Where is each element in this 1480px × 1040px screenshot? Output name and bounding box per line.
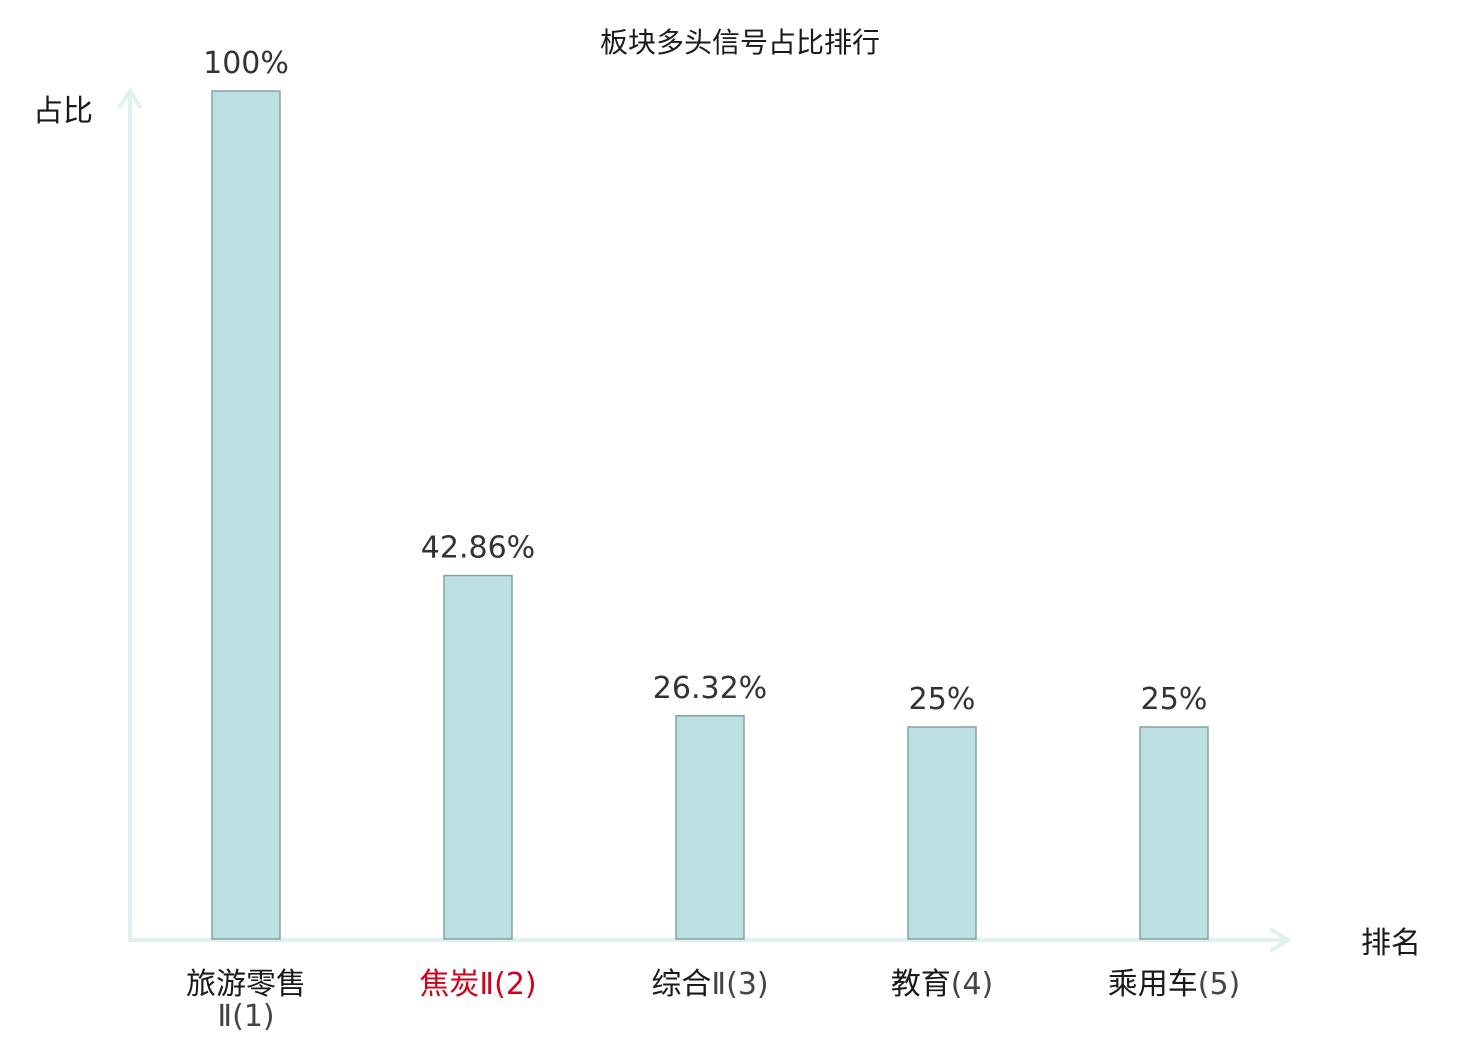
value-label-3: 26.32% [653, 671, 767, 706]
x-axis [128, 927, 1292, 953]
value-label-2: 42.86% [421, 531, 535, 566]
bar-5 [1139, 726, 1209, 940]
value-labels: 100% 42.86% 26.32% 25% 25% [203, 46, 1207, 717]
category-labels: 旅游零售 Ⅱ(1) 焦炭Ⅱ(2) 综合Ⅱ(3) 教育(4) 乘用车(5) [186, 967, 1240, 1034]
category-label-5: 乘用车(5) [1108, 967, 1241, 1002]
bar-1 [211, 90, 281, 940]
bar-3 [675, 715, 745, 940]
category-label-1: 旅游零售 Ⅱ(1) [186, 967, 306, 1034]
category-label-3: 综合Ⅱ(3) [651, 967, 768, 1002]
bar-4 [907, 726, 977, 940]
value-label-5: 25% [1141, 682, 1208, 717]
value-label-1: 100% [203, 46, 289, 81]
x-axis-arrow [1268, 927, 1292, 953]
chart-title: 板块多头信号占比排行 [600, 26, 880, 59]
bars [211, 90, 1209, 940]
y-axis-arrow [117, 87, 143, 110]
x-axis-label: 排名 [1361, 926, 1421, 961]
category-label-4: 教育(4) [891, 967, 994, 1002]
y-axis-label: 占比 [33, 94, 93, 129]
y-axis [117, 87, 143, 940]
value-label-4: 25% [909, 682, 976, 717]
category-label-2: 焦炭Ⅱ(2) [419, 967, 536, 1002]
bar-2 [443, 574, 513, 940]
